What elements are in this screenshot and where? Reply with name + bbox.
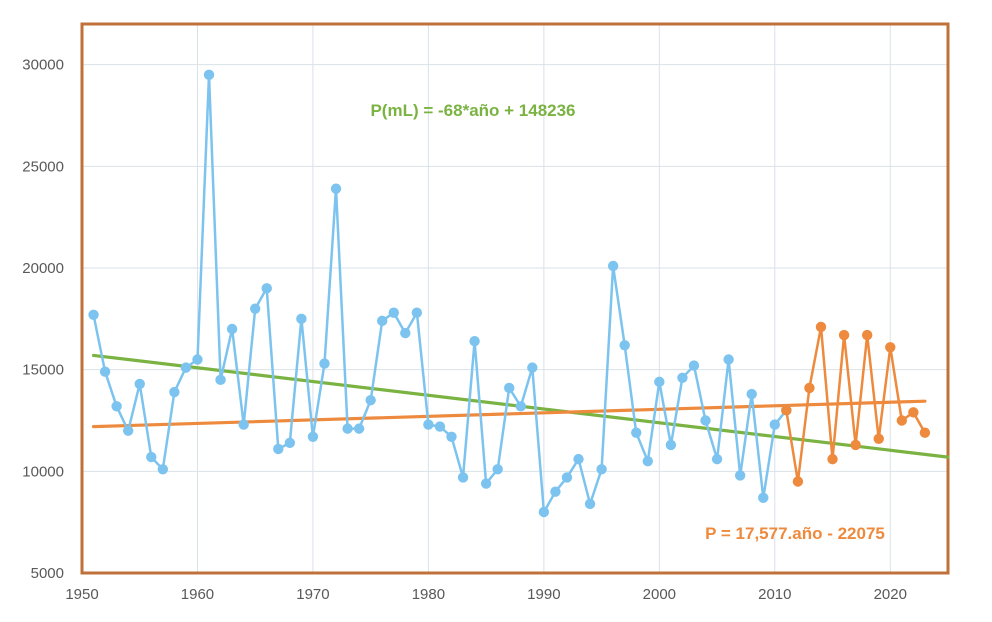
historical-point: [122, 425, 134, 436]
equation-green: P(mL) = -68*año + 148236: [370, 101, 575, 120]
historical-point: [596, 464, 607, 475]
historical-point: [250, 303, 261, 314]
historical-point: [769, 419, 780, 430]
historical-point: [342, 423, 353, 434]
historical-point: [157, 464, 169, 475]
recent-point: [781, 405, 792, 416]
historical-point: [180, 362, 192, 373]
recent-point: [827, 453, 838, 465]
recent-point: [873, 433, 884, 444]
historical-point: [365, 394, 376, 406]
historical-point: [642, 455, 653, 467]
historical-point: [99, 366, 111, 377]
historical-point: [550, 486, 561, 497]
historical-point: [515, 401, 526, 412]
historical-point: [607, 260, 619, 272]
historical-point: [273, 443, 284, 455]
historical-point: [238, 419, 249, 430]
historical-point: [411, 307, 423, 318]
historical-point: [261, 283, 272, 294]
recent-point: [896, 415, 908, 426]
historical-point: [146, 451, 157, 463]
x-tick-label: 2020: [874, 586, 907, 603]
historical-point: [480, 478, 492, 489]
recent-point: [815, 321, 827, 333]
historical-point: [446, 431, 457, 442]
historical-point: [619, 340, 630, 351]
historical-point: [654, 376, 665, 388]
historical-point: [723, 354, 734, 365]
historical-point: [423, 419, 434, 430]
recent-point: [885, 342, 896, 353]
historical-point: [226, 323, 238, 335]
historical-point: [527, 362, 538, 373]
historical-point: [134, 378, 145, 390]
historical-point: [353, 423, 365, 434]
x-tick-label: 1970: [296, 586, 329, 603]
historical-point: [746, 388, 757, 400]
historical-point: [284, 437, 296, 449]
recent-point: [838, 329, 850, 341]
historical-point: [400, 327, 411, 339]
historical-point: [504, 382, 515, 394]
historical-point: [434, 421, 446, 432]
historical-point: [307, 431, 319, 442]
y-tick-label: 5000: [31, 565, 64, 582]
historical-point: [111, 401, 122, 412]
historical-point: [711, 453, 723, 465]
recent-point: [804, 382, 815, 394]
recent-point: [861, 329, 873, 341]
data-series: [88, 69, 931, 518]
x-tick-label: 1990: [527, 586, 560, 603]
historical-point: [665, 439, 677, 451]
historical-point: [296, 313, 307, 325]
historical-point: [538, 506, 550, 518]
historical-point: [388, 307, 399, 318]
x-tick-label: 2000: [643, 586, 676, 603]
y-tick-label: 10000: [22, 463, 64, 480]
x-tick-label: 1960: [181, 586, 214, 603]
x-tick-label: 2010: [758, 586, 791, 603]
historical-point: [700, 415, 711, 426]
grid-lines: [81, 24, 948, 574]
equation-orange: P = 17,577.año - 22075: [705, 524, 885, 543]
historical-point: [734, 470, 746, 481]
historical-point: [330, 183, 342, 194]
historical-point: [203, 69, 215, 81]
historical-point: [457, 472, 469, 483]
historical-point: [561, 472, 573, 483]
y-tick-labels: 5000 10000 15000 20000 25000 30000: [22, 57, 64, 582]
recent-point: [850, 439, 861, 451]
historical-point: [215, 374, 226, 386]
plot-frame: [80, 22, 950, 575]
recent-point: [908, 407, 919, 418]
y-tick-label: 25000: [22, 158, 64, 175]
x-tick-label: 1950: [65, 586, 98, 603]
historical-point: [377, 315, 388, 327]
x-tick-label: 1980: [412, 586, 445, 603]
y-tick-label: 15000: [22, 362, 64, 379]
recent-point: [792, 476, 804, 487]
historical-point: [677, 372, 688, 383]
historical-point: [192, 354, 203, 365]
y-tick-label: 20000: [22, 260, 64, 277]
historical-point: [319, 358, 330, 369]
historical-point: [758, 492, 769, 503]
historical-point: [469, 336, 480, 347]
historical-point: [688, 360, 700, 371]
recent-point: [919, 427, 931, 438]
historical-point: [88, 309, 99, 320]
x-tick-labels: 1950 1960 1970 1980 1990 2000 2010 2020: [65, 586, 907, 603]
historical-point: [584, 498, 596, 510]
historical-point: [169, 386, 180, 398]
historical-point: [573, 453, 584, 465]
historical-point: [492, 464, 503, 475]
historical-point: [631, 427, 642, 438]
y-tick-label: 30000: [22, 57, 64, 74]
